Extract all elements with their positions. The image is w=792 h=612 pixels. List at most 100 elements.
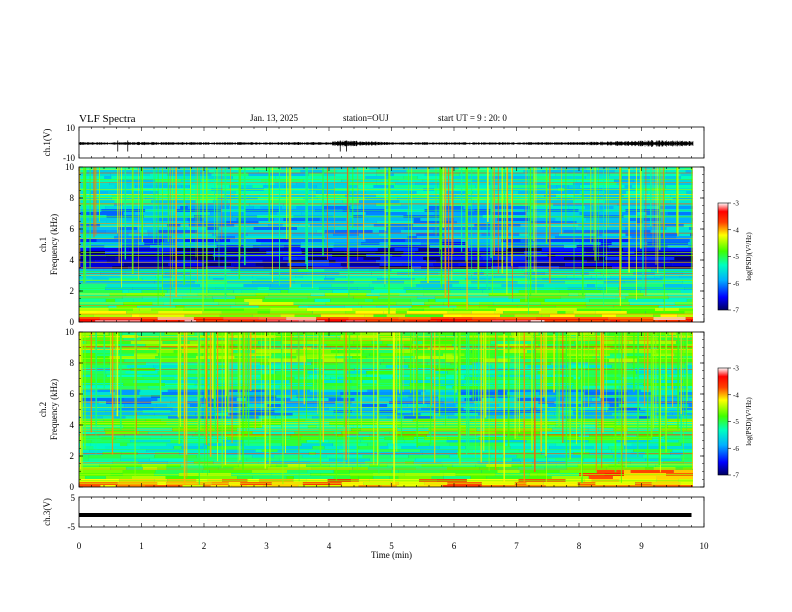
sp1-cell bbox=[196, 167, 225, 170]
sp1-cell bbox=[487, 305, 518, 308]
sp2-cell bbox=[567, 365, 589, 368]
sp2-cell bbox=[447, 467, 480, 470]
sp1-cell bbox=[346, 218, 368, 221]
sp1-cell bbox=[144, 224, 168, 227]
sp1-cell bbox=[369, 167, 390, 170]
sp2-cell bbox=[457, 389, 498, 392]
sp2-cell bbox=[512, 458, 520, 461]
sp1-cell bbox=[416, 191, 447, 194]
sp1-cell bbox=[541, 308, 577, 311]
sp1-cell bbox=[151, 308, 183, 311]
sp1-cell bbox=[253, 227, 298, 230]
sp1-cell bbox=[335, 260, 376, 263]
sp2-cell bbox=[266, 434, 291, 437]
sp2-cell bbox=[401, 380, 441, 383]
sp1-cell bbox=[657, 212, 668, 215]
sp2-cell bbox=[404, 359, 446, 362]
sp1-cell bbox=[224, 221, 259, 224]
sp1-cell bbox=[117, 260, 163, 263]
sp2-cell bbox=[185, 467, 204, 470]
sp1-cell bbox=[155, 197, 189, 200]
sp1-cell bbox=[332, 221, 377, 224]
sp1-cell bbox=[687, 320, 693, 322]
sp1-cell bbox=[301, 284, 313, 287]
sp1-cell bbox=[214, 203, 230, 206]
sp1-cell bbox=[651, 239, 690, 242]
sp2-cell bbox=[481, 398, 494, 401]
sp1-colorbar-tick-label: -7 bbox=[733, 307, 739, 315]
sp1-cell bbox=[79, 179, 118, 182]
sp2-cell bbox=[682, 356, 693, 359]
sp2-cell bbox=[429, 443, 450, 446]
sp2-cell bbox=[123, 398, 158, 401]
sp1-cell bbox=[418, 248, 446, 251]
sp2-cell bbox=[442, 464, 453, 467]
sp1-cell bbox=[658, 305, 693, 308]
sp2-cell bbox=[418, 485, 443, 487]
sp1-cell bbox=[134, 212, 169, 215]
sp1-cell bbox=[571, 197, 598, 200]
sp2-cell bbox=[268, 467, 312, 470]
sp2-cell bbox=[599, 353, 610, 356]
sp1-cell bbox=[324, 293, 367, 296]
sp1-cell bbox=[466, 191, 473, 194]
sp1-cell bbox=[90, 191, 108, 194]
sp2-cell bbox=[527, 344, 539, 347]
sp1-cell bbox=[266, 167, 282, 170]
sp1-cell bbox=[605, 230, 651, 233]
sp2-cell bbox=[625, 371, 637, 374]
sp1-cell bbox=[365, 299, 373, 302]
sp1-cell bbox=[271, 200, 306, 203]
sp1-cell bbox=[252, 314, 281, 317]
sp2-cell bbox=[504, 353, 520, 356]
sp1-cell bbox=[605, 200, 646, 203]
sp1-cell bbox=[317, 197, 353, 200]
sp2-cell bbox=[501, 458, 513, 461]
sp1-cell bbox=[245, 236, 287, 239]
sp1-cell bbox=[223, 317, 259, 320]
sp2-cell bbox=[655, 464, 693, 467]
sp2-cell bbox=[105, 431, 140, 434]
sp2-cell bbox=[261, 377, 295, 380]
sp1-cell bbox=[115, 299, 134, 302]
sp2-cell bbox=[458, 359, 484, 362]
sp2-cell bbox=[123, 338, 141, 341]
sp2-cell bbox=[581, 443, 624, 446]
sp2-cell bbox=[222, 443, 245, 446]
sp1-cell bbox=[450, 221, 457, 224]
sp2-y-tick-label: 6 bbox=[70, 389, 75, 399]
sp2-cell bbox=[236, 353, 248, 356]
sp1-cell bbox=[263, 185, 285, 188]
sp2-cell bbox=[448, 416, 483, 419]
sp2-cell bbox=[94, 431, 106, 434]
sp1-cell bbox=[252, 185, 263, 188]
sp1-cell bbox=[395, 182, 416, 185]
waveform-ch1-trace bbox=[78, 140, 694, 147]
sp1-cell bbox=[505, 197, 530, 200]
sp2-cell bbox=[470, 347, 511, 350]
sp1-cell bbox=[333, 233, 359, 236]
sp1-cell bbox=[324, 320, 347, 322]
sp1-cell bbox=[517, 281, 533, 284]
sp2-cell bbox=[160, 395, 204, 398]
sp2-cell bbox=[452, 464, 476, 467]
sp2-cell bbox=[230, 407, 274, 410]
sp1-cell bbox=[512, 191, 519, 194]
sp1-cell bbox=[544, 320, 568, 322]
sp1-cell bbox=[449, 293, 489, 296]
sp1-cell bbox=[500, 185, 507, 188]
sp1-cell bbox=[325, 302, 359, 305]
sp2-cell bbox=[566, 350, 593, 353]
sp1-cell bbox=[445, 248, 469, 251]
sp1-cell bbox=[469, 299, 513, 302]
sp2-cell bbox=[495, 380, 517, 383]
sp2-cell bbox=[569, 449, 612, 452]
sp1-cell bbox=[466, 263, 478, 266]
sp1-cell bbox=[79, 275, 106, 278]
sp2-cell bbox=[608, 407, 619, 410]
sp2-cell bbox=[238, 374, 261, 377]
sp2-cell bbox=[382, 341, 413, 344]
sp1-cell bbox=[391, 269, 414, 272]
sp1-cell bbox=[625, 233, 638, 236]
sp1-cell bbox=[481, 233, 520, 236]
